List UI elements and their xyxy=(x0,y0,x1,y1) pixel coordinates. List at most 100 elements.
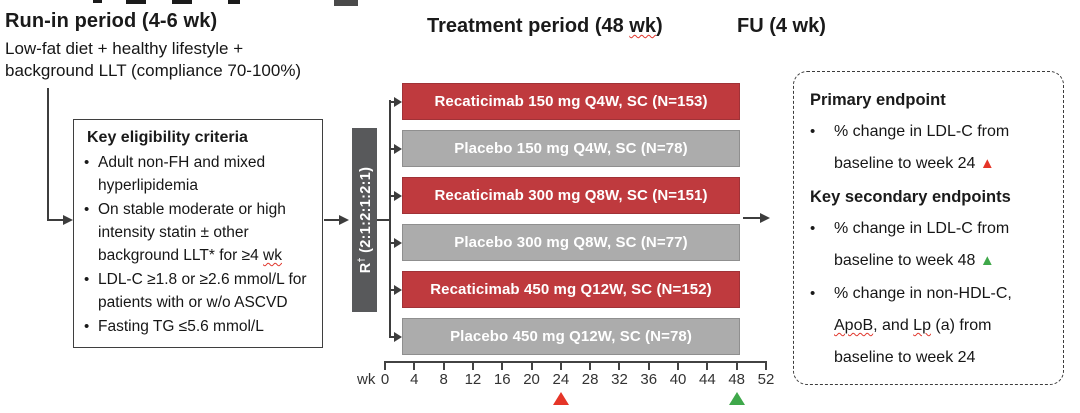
arm-label: Placebo 450 mg Q12W, SC (N=78) xyxy=(450,328,692,345)
endpoint-item-text: , and xyxy=(873,317,914,334)
green-triangle-week-marker xyxy=(728,392,745,405)
week-axis-tick xyxy=(501,361,504,370)
bullet-icon: • xyxy=(810,220,816,237)
bullet-icon: • xyxy=(84,154,90,171)
dagger-icon: † xyxy=(355,257,366,263)
eligibility-item: • LDL-C ≥1.8 or ≥2.6 mmol/L for patients… xyxy=(84,268,316,314)
red-triangle-icon: ▲ xyxy=(979,155,995,172)
week-axis-tick-label: 28 xyxy=(581,371,599,388)
arms-to-endpoints-arrow xyxy=(743,217,762,219)
week-axis-tick xyxy=(677,361,680,370)
week-axis-tick-label: 20 xyxy=(523,371,540,388)
arrow-right-icon xyxy=(394,96,402,107)
run-in-title: Run-in period (4-6 wk) xyxy=(5,10,218,32)
branch-arrow-line xyxy=(389,288,395,291)
eligibility-item-text-wk: wk xyxy=(263,247,282,264)
branch-arrow-line xyxy=(389,147,395,150)
arm-placebo-450mg-q12w: Placebo 450 mg Q12W, SC (N=78) xyxy=(402,318,740,355)
week-axis-tick-label: 40 xyxy=(669,371,687,388)
week-axis-tick xyxy=(442,361,445,370)
eligibility-title: Key eligibility criteria xyxy=(87,129,248,146)
randomization-bar: R† (2:1:2:1:2:1) xyxy=(352,128,377,312)
arrow-right-icon xyxy=(339,215,349,225)
randomization-r: R xyxy=(357,262,374,274)
week-axis-tick xyxy=(559,361,562,370)
week-axis-tick xyxy=(384,361,386,370)
week-axis-tick-label: 8 xyxy=(439,371,448,388)
week-axis-unit-label: wk xyxy=(357,371,376,388)
arm-placebo-300mg-q8w: Placebo 300 mg Q8W, SC (N=77) xyxy=(402,224,740,261)
week-axis-tick-label: 48 xyxy=(728,371,746,388)
bullet-icon: • xyxy=(84,201,90,218)
treatment-period-title-text: Treatment period (48 xyxy=(427,15,630,37)
week-axis-tick xyxy=(735,361,738,370)
branch-arrow-line xyxy=(389,194,395,197)
week-axis-tick-label: 4 xyxy=(410,371,419,388)
primary-endpoint-title: Primary endpoint xyxy=(810,91,946,109)
arm-label: Placebo 150 mg Q4W, SC (N=78) xyxy=(454,140,688,157)
week-axis-tick-label: 36 xyxy=(640,371,658,388)
cropped-text-artifact xyxy=(172,0,192,4)
eligibility-item: • On stable moderate or high intensity s… xyxy=(84,198,316,267)
arrow-right-icon xyxy=(63,215,73,225)
run-in-connector-line xyxy=(47,219,65,221)
eligibility-item-text: LDL-C ≥1.8 or ≥2.6 mmol/L for patients w… xyxy=(98,271,307,311)
week-axis-tick xyxy=(589,361,592,370)
arrow-right-icon xyxy=(394,284,402,295)
treatment-period-title: Treatment period (48 wk) xyxy=(427,15,663,38)
endpoint-item-text-lp: Lp xyxy=(913,317,931,334)
run-in-phase-header: Run-in period (4-6 wk) Low-fat diet + he… xyxy=(5,10,301,82)
endpoint-item: • % change in non-HDL-C, ApoB, and Lp (a… xyxy=(810,278,1053,374)
arm-label: Placebo 300 mg Q8W, SC (N=77) xyxy=(454,234,688,251)
week-axis-tick-label: 12 xyxy=(464,371,482,388)
eligibility-item-text: On stable moderate or high intensity sta… xyxy=(98,201,286,264)
eligibility-to-randomization-arrow xyxy=(324,219,341,221)
endpoint-item-text-apob: ApoB xyxy=(834,317,874,334)
eligibility-item-text: Fasting TG ≤5.6 mmol/L xyxy=(98,318,264,335)
endpoints-box: Primary endpoint • % change in LDL-C fro… xyxy=(793,71,1064,385)
week-axis-tick-label: 32 xyxy=(611,371,628,388)
endpoint-item: • % change in LDL-C from baseline to wee… xyxy=(810,116,1053,180)
arrow-right-icon xyxy=(760,213,770,223)
arrow-right-icon xyxy=(394,331,402,342)
eligibility-item: • Fasting TG ≤5.6 mmol/L xyxy=(84,315,316,338)
randomization-branch-line xyxy=(389,100,391,338)
week-axis-tick xyxy=(647,361,650,370)
randomization-branch-stub xyxy=(377,219,390,221)
week-axis: wk 0 4 8 12 16 20 24 28 32 36 40 44 48 52 xyxy=(357,361,774,413)
arm-recaticimab-150mg-q4w: Recaticimab 150 mg Q4W, SC (N=153) xyxy=(402,83,740,120)
cropped-text-artifact xyxy=(126,0,146,4)
week-axis-tick xyxy=(765,361,767,370)
arm-label: Recaticimab 300 mg Q8W, SC (N=151) xyxy=(434,187,708,204)
arrow-right-icon xyxy=(394,143,402,154)
week-axis-tick xyxy=(530,361,533,370)
arm-recaticimab-450mg-q12w: Recaticimab 450 mg Q12W, SC (N=152) xyxy=(402,271,740,308)
endpoint-item-text: (a) from baseline to week 24 xyxy=(834,317,992,366)
week-axis-tick-label: 24 xyxy=(552,371,570,388)
week-axis-tick-label: 44 xyxy=(699,371,716,388)
randomization-ratio: (2:1:2:1:2:1) xyxy=(357,166,374,258)
randomization-label: R† (2:1:2:1:2:1) xyxy=(356,167,374,274)
endpoint-item: • % change in LDL-C from baseline to wee… xyxy=(810,213,1053,277)
green-triangle-icon: ▲ xyxy=(979,252,995,269)
cropped-text-artifact xyxy=(228,0,240,4)
follow-up-title: FU (4 wk) xyxy=(737,15,826,37)
week-axis-tick-label: 0 xyxy=(380,371,390,388)
secondary-endpoints-title: Key secondary endpoints xyxy=(810,188,1011,206)
bullet-icon: • xyxy=(84,318,90,335)
week-axis-tick xyxy=(618,361,621,370)
week-axis-tick xyxy=(413,361,416,370)
arm-label: Recaticimab 150 mg Q4W, SC (N=153) xyxy=(434,93,708,110)
eligibility-item-text: Adult non-FH and mixed hyperlipidemia xyxy=(98,154,266,194)
eligibility-criteria-box: Key eligibility criteria • Adult non-FH … xyxy=(73,119,323,348)
week-axis-tick-label: 52 xyxy=(757,371,775,388)
arrow-right-icon xyxy=(394,237,402,248)
arm-label: Recaticimab 450 mg Q12W, SC (N=152) xyxy=(430,281,712,298)
run-in-description-line1: Low-fat diet + healthy lifestyle + xyxy=(5,39,244,58)
run-in-connector-line xyxy=(47,88,49,221)
arrow-right-icon xyxy=(394,190,402,201)
week-axis-tick xyxy=(706,361,709,370)
cropped-text-artifact xyxy=(93,0,102,3)
week-axis-line xyxy=(384,361,767,363)
